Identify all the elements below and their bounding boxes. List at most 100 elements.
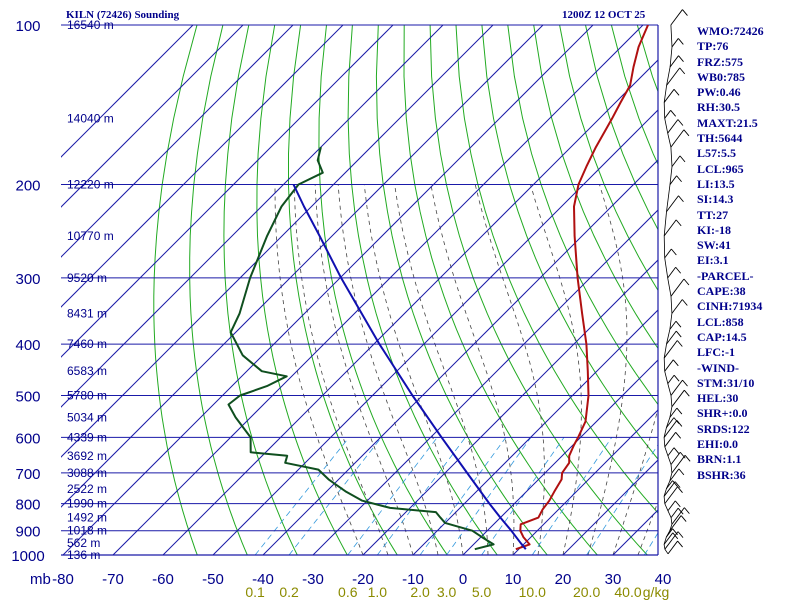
index-item: MAXT:21.5 [697, 115, 758, 130]
wind-barb-flag [674, 481, 681, 488]
mixing-ratio-labels: 0.1 0.2 0.6 1.0 2.0 3.0 5.0 10.0 20.0 40.0 g/kg [245, 584, 669, 600]
dry-adiabat [559, 25, 658, 292]
wind-barb-flag [675, 432, 682, 439]
isotherm [462, 359, 658, 555]
wind-barb-flag [675, 320, 682, 328]
index-item: STM:31/10 [697, 375, 755, 390]
index-item: SW:41 [697, 238, 732, 253]
index-item: CAPE:38 [697, 284, 746, 299]
height-label: 2522 m [67, 482, 107, 496]
isotherm [62, 25, 594, 555]
wind-barb [671, 38, 679, 48]
station-title: KILN (72426) Sounding [66, 9, 180, 21]
dry-adiabat [189, 25, 248, 555]
wind-barb-flag [676, 175, 682, 183]
dry-adiabat [767, 25, 800, 566]
moist-adiabat [314, 184, 414, 555]
temperature-profile [515, 25, 649, 551]
wind-barb [666, 330, 677, 345]
moist-adiabat [430, 184, 515, 555]
mixing-ratio-line [586, 444, 658, 555]
wind-barb-flag [679, 155, 686, 163]
wind-barb [664, 248, 672, 259]
wind-barb [663, 532, 674, 545]
pressure-tick-label: 500 [15, 388, 40, 405]
wind-barb [663, 89, 675, 103]
height-label: 3088 m [67, 466, 107, 480]
mixing-ratio-line [446, 437, 532, 555]
valid-time: 1200Z 12 OCT 25 [562, 9, 646, 21]
index-item: SRDS:122 [697, 421, 750, 436]
height-label: 6583 m [67, 364, 107, 378]
temperature-tick-label: -40 [252, 571, 274, 588]
wind-barb [669, 515, 682, 532]
moist-adiabat [530, 184, 582, 555]
temperature-tick-label: -70 [102, 571, 124, 588]
wind-barb [666, 67, 681, 86]
mixing-ratio-label: 40.0 [614, 584, 641, 600]
wind-barb-flag [678, 195, 684, 203]
mixing-ratio-label: 0.1 [245, 584, 265, 600]
isotherm [61, 25, 244, 208]
pressure-tick-label: 400 [15, 337, 40, 354]
wind-barb [671, 155, 681, 167]
wind-barb-flag [677, 540, 683, 548]
height-label: 3692 m [67, 449, 107, 463]
isotherm [61, 25, 344, 308]
wind-barb-flag [681, 299, 688, 306]
wind-barb [670, 9, 683, 26]
pressure-axis: 100 200 300 400 500 600 700 800 900 1000 [11, 18, 659, 565]
isotherm [61, 25, 544, 508]
dry-adiabat [153, 25, 198, 555]
height-label: 5780 m [67, 388, 107, 402]
wind-barb-flag [680, 515, 687, 522]
profiles [227, 25, 649, 551]
wind-barb-flag [676, 340, 683, 347]
index-item: SHR+:0.0 [697, 406, 748, 421]
temperature-tick-label: -60 [152, 571, 174, 588]
index-item: EHI:0.0 [697, 437, 739, 452]
wind-barb-flag [679, 67, 686, 75]
pressure-tick-label: 100 [15, 18, 40, 35]
isotherm [162, 59, 658, 555]
isotherm [512, 409, 658, 555]
dry-adiabat [375, 25, 548, 555]
wind-barb-flag [673, 447, 680, 454]
wind-barb [670, 507, 679, 518]
wind-barb-flag [677, 119, 684, 126]
temperature-tick-label: -30 [302, 571, 324, 588]
wind-barb [663, 481, 676, 497]
pressure-tick-label: 700 [15, 466, 40, 483]
wind-barb-flag [670, 110, 677, 117]
pressure-tick-label: 600 [15, 430, 40, 447]
wind-barb-flag [672, 480, 678, 487]
moist-adiabat [474, 184, 545, 555]
wind-barb-flag [683, 129, 690, 137]
wind-barb [664, 531, 679, 550]
pressure-tick-label: 200 [15, 178, 40, 195]
height-label: 9520 m [67, 271, 107, 285]
mixing-ratio-label: 2.0 [410, 584, 430, 600]
wind-barb-flag [675, 266, 682, 274]
wind-barb-flag [671, 248, 677, 256]
height-label: 4339 m [67, 430, 107, 444]
index-item: SI:14.3 [697, 192, 734, 207]
isotherm [562, 459, 658, 555]
index-item: CAP:14.5 [697, 329, 747, 344]
index-item: FRZ:575 [697, 54, 743, 69]
pressure-tick-label: 800 [15, 497, 40, 514]
wind-barb [669, 320, 677, 330]
mixing-ratio-label: 20.0 [573, 584, 600, 600]
wind-barb [667, 500, 676, 511]
wind-barb-flag [678, 468, 685, 476]
wind-barb-flag [678, 55, 684, 62]
pressure-tick-label: 300 [15, 271, 40, 288]
temperature-tick-label: 20 [555, 571, 572, 588]
index-item: WB0:785 [697, 69, 745, 84]
wind-barb-flag [673, 89, 680, 96]
pressure-unit-label: mb [30, 571, 51, 588]
background-lines [61, 25, 800, 566]
wind-barb-flag [673, 417, 680, 424]
index-item: LCL:965 [697, 161, 744, 176]
height-label: 1018 m [67, 524, 107, 538]
